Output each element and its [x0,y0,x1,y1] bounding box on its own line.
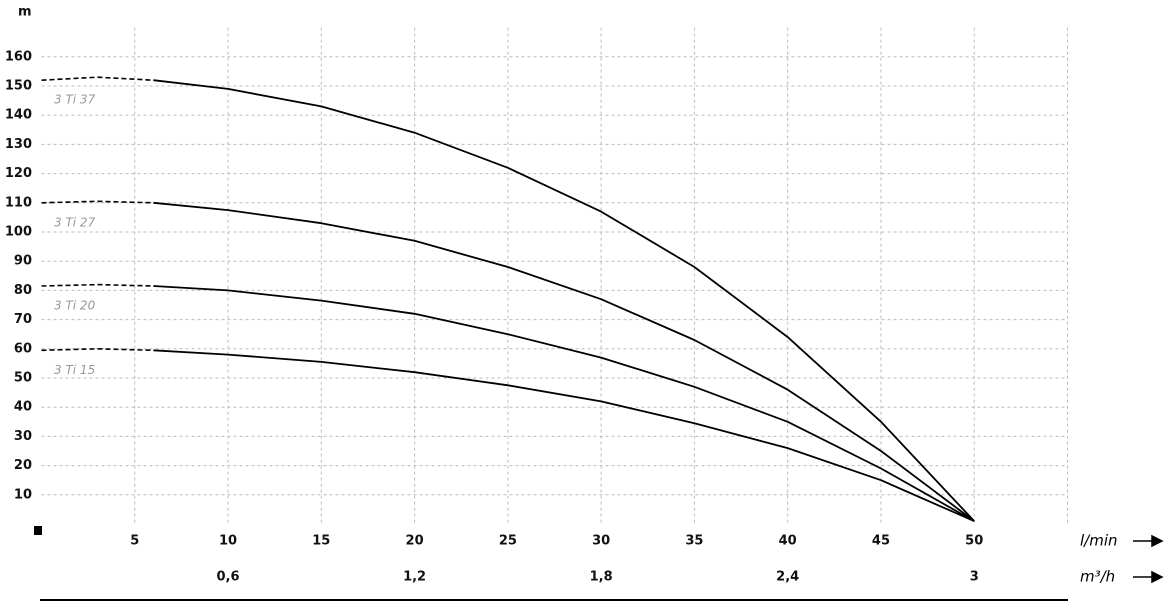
x-tick-label: 5 [130,534,139,549]
y-axis-label: m [18,5,32,20]
x-axis-label: l/min [1080,532,1118,550]
x-tick-label: 20 [406,534,424,549]
y-tick-label: 30 [14,429,32,444]
y-tick-label: 70 [14,312,32,327]
curve-extrapolated [41,347,154,352]
y-tick-label: 10 [14,487,32,502]
curve [153,349,975,522]
y-tick-label: 60 [14,341,32,356]
curve [153,201,975,522]
y-tick-label: 40 [14,400,32,415]
y-tick-label: 100 [5,225,32,240]
y-tick-label: 120 [5,166,32,181]
curve-extrapolated [41,283,154,287]
curve [153,79,975,522]
x2-tick-label: 1,8 [590,570,613,585]
arrows [1133,534,1164,584]
x-tick-label: 30 [592,534,610,549]
series-label: 3 Ti 27 [54,215,96,229]
series-label: 3 Ti 20 [54,299,96,313]
x2-tick-label: 2,4 [776,570,799,585]
x2-tick-label: 3 [970,570,979,585]
x2-tick-label: 0,6 [217,570,240,585]
y-tick-label: 130 [5,137,32,152]
x-tick-label: 40 [779,534,797,549]
y-tick-label: 90 [14,254,32,269]
x-tick-label: 35 [685,534,703,549]
curve [153,285,975,522]
y-tick-label: 160 [5,49,32,64]
x-tick-label: 15 [312,534,330,549]
x2-tick-label: 1,2 [403,570,426,585]
y-tick-label: 150 [5,79,32,94]
series-label: 3 Ti 37 [54,93,96,107]
x-tick-label: 10 [219,534,237,549]
y-tick-label: 80 [14,283,32,298]
y-tick-label: 140 [5,108,32,123]
series-label: 3 Ti 15 [54,363,95,377]
y-tick-label: 110 [5,195,32,210]
y-tick-label: 50 [14,371,32,386]
x-tick-label: 50 [965,534,983,549]
x2-axis-label: m³/h [1080,568,1115,586]
curve-extrapolated [41,200,154,204]
origin-marker [34,526,42,535]
x-tick-label: 25 [499,534,517,549]
x-tick-label: 45 [872,534,890,549]
y-tick-label: 20 [14,458,32,473]
curve-extrapolated [41,76,154,81]
